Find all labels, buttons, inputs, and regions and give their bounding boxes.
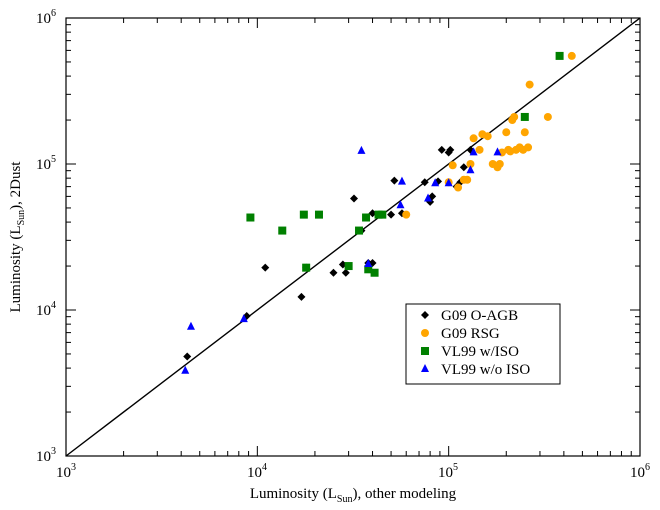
point-vl99-w-iso: [302, 263, 311, 272]
point-g09-o-agb: [341, 268, 350, 277]
x-tick-label: 104: [247, 462, 267, 481]
point-g09-o-agb: [446, 145, 455, 154]
y-tick-label: 106: [36, 8, 56, 27]
legend-label: VL99 w/o ISO: [441, 362, 530, 378]
point-g09-rsg: [525, 80, 534, 89]
point-g09-rsg: [524, 143, 533, 152]
point-g09-o-agb: [387, 210, 396, 219]
plot-frame: [65, 17, 641, 457]
point-vl99-w-o-iso: [431, 178, 440, 187]
point-g09-o-agb: [437, 145, 446, 154]
y-tick-label: 104: [36, 300, 56, 319]
y-tick-label: 105: [36, 154, 56, 173]
point-g09-rsg: [469, 134, 478, 143]
point-vl99-w-iso: [378, 210, 387, 219]
point-vl99-w-iso: [520, 112, 529, 121]
point-g09-rsg: [495, 160, 504, 168]
point-g09-rsg: [466, 160, 475, 168]
point-vl99-w-o-iso: [364, 258, 373, 267]
x-axis-title: Luminosity (LSun), other modeling: [250, 486, 457, 505]
point-g09-rsg: [448, 161, 457, 170]
point-g09-rsg: [402, 210, 411, 219]
point-vl99-w-o-iso: [466, 165, 475, 174]
legend: G09 O-AGB G09 RSG VL99 w/ISO VL99 w/o IS…: [405, 303, 561, 385]
point-vl99-w-iso: [246, 213, 255, 222]
point-g09-rsg: [502, 128, 511, 137]
x-tick-label: 105: [438, 462, 458, 481]
legend-box: [405, 303, 561, 385]
point-g09-o-agb: [349, 194, 358, 203]
point-vl99-w-iso: [364, 265, 373, 274]
legend-label: G09 O-AGB: [441, 308, 518, 324]
point-g09-rsg: [543, 112, 552, 121]
point-vl99-w-o-iso: [186, 321, 195, 330]
y-axis-title: Luminosity (LSun), 2Dust: [8, 161, 27, 313]
point-vl99-w-o-iso: [357, 145, 366, 154]
point-g09-o-agb: [420, 178, 429, 187]
legend-marker: [421, 329, 429, 337]
point-vl99-w-iso: [355, 226, 364, 235]
point-g09-o-agb: [261, 263, 270, 272]
point-vl99-w-iso: [370, 268, 379, 277]
point-vl99-w-iso: [344, 262, 353, 271]
plot-marks: [65, 17, 641, 457]
point-vl99-w-o-iso: [493, 147, 502, 156]
axis-ticks: [65, 17, 641, 457]
point-g09-rsg: [475, 145, 484, 154]
point-vl99-w-o-iso: [396, 200, 405, 209]
legend-marker: [421, 347, 429, 355]
point-vl99-w-o-iso: [239, 314, 248, 323]
point-vl99-w-o-iso: [424, 193, 433, 202]
x-tick-label: 103: [56, 462, 76, 481]
point-g09-o-agb: [183, 352, 192, 361]
x-tick-label: 106: [630, 462, 650, 481]
point-g09-o-agb: [297, 292, 306, 301]
legend-label: VL99 w/ISO: [441, 344, 519, 360]
point-g09-rsg: [483, 132, 492, 141]
point-g09-rsg: [520, 128, 529, 137]
point-g09-rsg: [463, 175, 472, 184]
point-g09-o-agb: [390, 176, 399, 185]
point-vl99-w-iso: [314, 210, 323, 219]
point-vl99-w-o-iso: [397, 176, 406, 185]
point-g09-o-agb: [368, 209, 377, 218]
point-vl99-w-iso: [555, 51, 564, 60]
point-g09-rsg: [510, 112, 519, 121]
legend-label: G09 RSG: [441, 326, 500, 342]
point-vl99-w-iso: [278, 226, 287, 235]
point-vl99-w-iso: [362, 213, 371, 222]
point-vl99-w-o-iso: [444, 178, 453, 187]
legend-marker: [421, 364, 429, 372]
point-vl99-w-iso: [299, 210, 308, 219]
point-g09-rsg: [454, 183, 463, 192]
point-vl99-w-o-iso: [181, 365, 190, 374]
point-g09-o-agb: [329, 268, 338, 277]
point-g09-o-agb: [459, 163, 468, 172]
y-tick-label: 103: [36, 446, 56, 465]
point-vl99-w-o-iso: [469, 147, 478, 156]
reference-line: [65, 17, 641, 457]
legend-marker: [421, 311, 429, 319]
point-g09-rsg: [567, 51, 576, 60]
